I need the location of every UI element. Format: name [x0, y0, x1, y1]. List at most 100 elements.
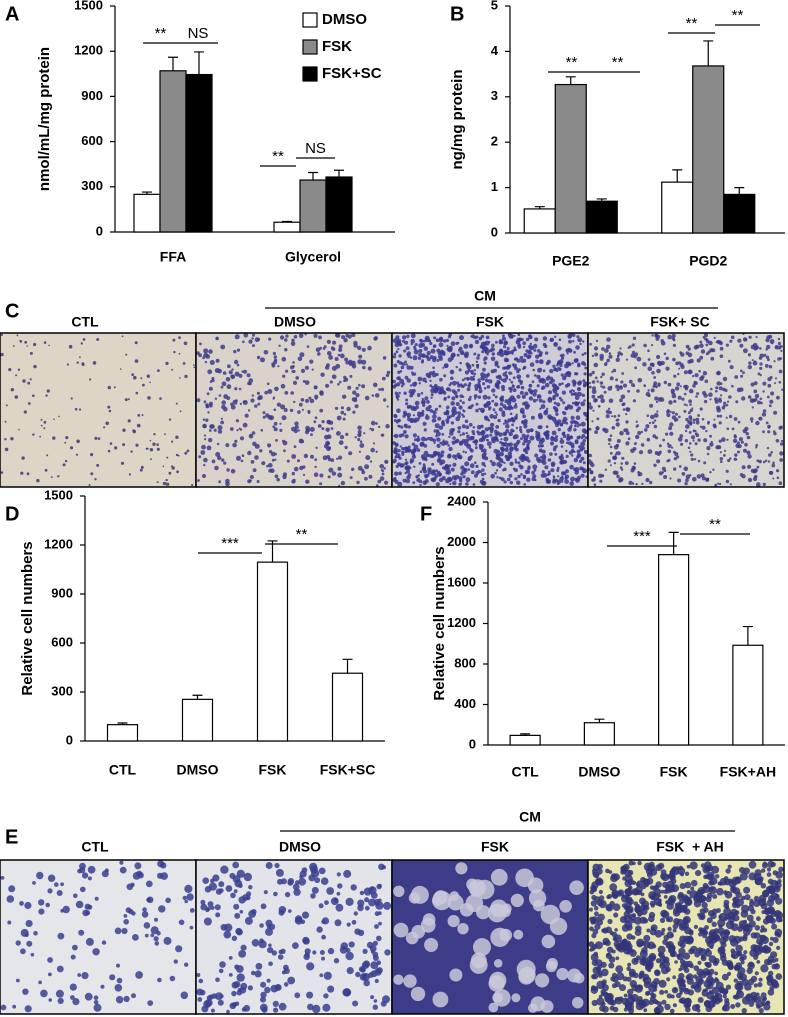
cell [434, 454, 437, 457]
cell [658, 946, 666, 954]
cell [327, 351, 332, 356]
cell [314, 458, 317, 461]
cell [114, 386, 116, 388]
cell [576, 335, 579, 338]
cell [668, 383, 672, 387]
cell [164, 433, 166, 435]
cell [654, 413, 659, 418]
cell [419, 412, 424, 417]
cell [724, 1001, 730, 1007]
micrograph [392, 333, 588, 487]
cell [48, 998, 52, 1002]
cell [183, 362, 186, 365]
cell [491, 357, 496, 362]
cell [394, 456, 397, 459]
cell [470, 463, 475, 468]
cell [706, 1001, 714, 1009]
cell [14, 395, 18, 399]
cell [669, 422, 673, 426]
cell [399, 457, 402, 460]
cell [176, 454, 178, 456]
cell [711, 348, 715, 352]
cell [109, 410, 112, 413]
cell [272, 425, 275, 428]
cell [581, 474, 585, 478]
cell [553, 368, 557, 372]
cell [462, 415, 465, 418]
cell [690, 453, 693, 456]
cell [275, 984, 282, 991]
cell [704, 333, 708, 337]
cell [591, 974, 596, 979]
cell [15, 374, 17, 376]
cell [98, 437, 101, 440]
cell [26, 941, 32, 947]
cell [166, 479, 168, 481]
cell [685, 1007, 691, 1013]
cell [550, 918, 567, 935]
cell [749, 336, 752, 339]
cell [448, 346, 452, 350]
cell [667, 443, 669, 445]
cell [10, 437, 13, 440]
cell [724, 450, 726, 452]
cell [93, 361, 97, 365]
cell [595, 426, 599, 430]
cell [508, 418, 510, 420]
cell [171, 369, 173, 371]
cell [627, 963, 631, 967]
cell [706, 352, 709, 355]
cell [273, 1001, 279, 1007]
cell [761, 868, 765, 872]
cell [621, 469, 623, 471]
cell [625, 428, 628, 431]
cell [730, 483, 732, 485]
cell [354, 911, 358, 915]
cell [503, 345, 506, 348]
cell [625, 407, 628, 410]
cell [236, 456, 241, 461]
cell [422, 467, 426, 471]
cell [257, 356, 260, 359]
cell [418, 353, 423, 358]
cell [615, 378, 618, 381]
cell [31, 953, 35, 957]
cell [539, 353, 543, 357]
cell [637, 431, 641, 435]
cell [33, 365, 36, 368]
cell [302, 409, 304, 411]
cell [319, 973, 323, 977]
cell [396, 350, 399, 353]
cell [398, 392, 401, 395]
cell [639, 959, 646, 966]
cell [535, 973, 549, 987]
cell [565, 461, 568, 464]
cell [616, 891, 622, 897]
cell [475, 388, 478, 391]
cell [58, 998, 64, 1004]
cell [297, 410, 301, 414]
cell [539, 399, 543, 403]
cell [64, 442, 66, 444]
cell [656, 881, 662, 887]
cell [759, 895, 767, 903]
cell [702, 426, 706, 430]
cell [243, 370, 247, 374]
cell [632, 343, 635, 346]
cell [576, 409, 580, 413]
cell [290, 391, 294, 395]
cell [464, 353, 467, 356]
cell [768, 335, 772, 339]
cell [553, 476, 556, 479]
cell [305, 480, 309, 484]
cell [203, 464, 205, 466]
cell [399, 434, 403, 438]
y-tick-label: 0 [469, 736, 476, 751]
cell [541, 387, 544, 390]
cell [670, 951, 677, 958]
cell [715, 445, 719, 449]
cell [449, 389, 452, 392]
cell [332, 347, 336, 351]
cell [560, 423, 564, 427]
cell [200, 900, 205, 905]
